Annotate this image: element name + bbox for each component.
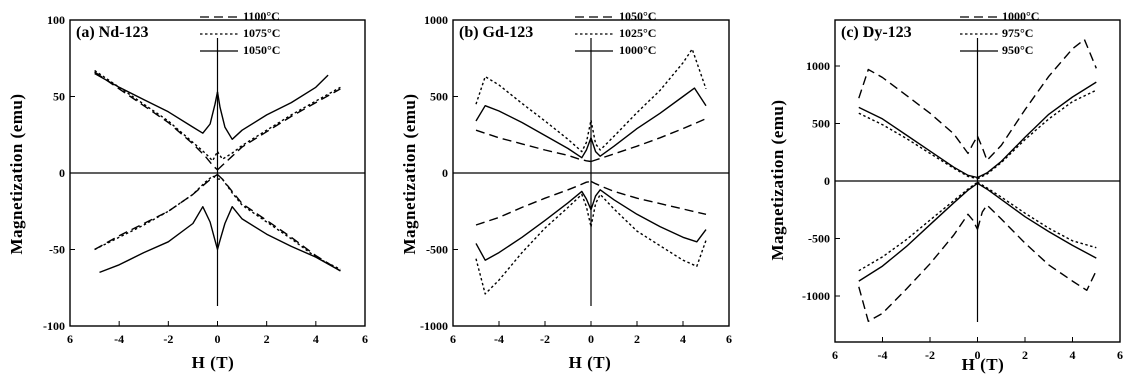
x-axis-title: H (T) bbox=[962, 355, 1005, 374]
y-tick-label: 1000 bbox=[806, 59, 830, 73]
x-tick-label: 6 bbox=[362, 332, 368, 346]
x-tick-label: 6 bbox=[67, 332, 73, 346]
series-line-solid-branch-2 bbox=[475, 190, 592, 261]
series-line-solid-branch-3 bbox=[977, 182, 1097, 259]
series-line-dashed-branch-0 bbox=[858, 68, 979, 155]
x-tick-label: 6 bbox=[1117, 348, 1123, 362]
y-axis-title: Magnetization (emu) bbox=[768, 99, 787, 260]
x-tick-label: -2 bbox=[925, 348, 935, 362]
series-line-dashed-branch-3 bbox=[976, 204, 1097, 291]
series-line-solid-branch-0 bbox=[858, 106, 978, 179]
series-line-dashed-branch-0 bbox=[475, 129, 592, 163]
x-axis-title: H (T) bbox=[192, 353, 235, 372]
panel-label: (a) Nd-123 bbox=[76, 24, 148, 41]
x-tick-label: -4 bbox=[494, 332, 504, 346]
legend-label: 1075°C bbox=[243, 26, 280, 40]
y-tick-label: 50 bbox=[53, 90, 65, 104]
y-axis-title: Magnetization (emu) bbox=[400, 93, 419, 254]
series-line-dashed-branch-1 bbox=[976, 38, 1097, 161]
x-tick-label: 4 bbox=[313, 332, 319, 346]
y-tick-label: 500 bbox=[430, 90, 448, 104]
legend-label: 1050°C bbox=[619, 9, 656, 23]
y-tick-label: -100 bbox=[43, 319, 65, 333]
x-tick-label: 4 bbox=[680, 332, 686, 346]
y-tick-label: 1000 bbox=[424, 13, 448, 27]
legend-label: 1100°C bbox=[243, 9, 280, 23]
x-tick-label: 2 bbox=[264, 332, 270, 346]
series-line-dashed-branch-2 bbox=[94, 173, 218, 251]
legend-label: 1000°C bbox=[1002, 9, 1039, 23]
y-tick-label: 0 bbox=[59, 166, 65, 180]
x-tick-label: -2 bbox=[540, 332, 550, 346]
series-line-dotted-branch-1 bbox=[590, 48, 707, 151]
series-line-dotted-branch-3 bbox=[590, 193, 707, 267]
y-tick-label: -50 bbox=[49, 243, 65, 257]
y-axis-title: Magnetization (emu) bbox=[7, 93, 26, 254]
x-tick-label: 6 bbox=[726, 332, 732, 346]
legend-label: 1000°C bbox=[619, 43, 656, 57]
panel-dy-123: 6 -4 -2 0 2 4 6 1000 500 0 -500 -1000 (c) Dy-123 1000… bbox=[768, 9, 1123, 374]
legend-label: 1025°C bbox=[619, 26, 656, 40]
x-tick-label: 0 bbox=[975, 348, 981, 362]
series-line-dotted-branch-2 bbox=[475, 193, 592, 295]
series-line-dashed-branch-1 bbox=[590, 118, 707, 163]
panel-label: (b) Gd-123 bbox=[459, 24, 533, 41]
y-tick-label: -500 bbox=[808, 232, 830, 246]
x-tick-label: 6 bbox=[450, 332, 456, 346]
x-tick-label: -4 bbox=[114, 332, 124, 346]
legend-label: 950°C bbox=[1002, 43, 1033, 57]
panel-nd-123: 6 -4 -2 0 2 4 6 100 50 0 -50 -100 (a) Nd-123 1100°C 10… bbox=[7, 9, 368, 372]
series-line-dotted-branch-0 bbox=[858, 112, 978, 180]
panel-label: (c) Dy-123 bbox=[841, 24, 912, 41]
series-line-solid-branch-3 bbox=[216, 206, 341, 272]
series-line-solid-branch-1 bbox=[977, 81, 1097, 179]
legend-label: 975°C bbox=[1002, 26, 1033, 40]
series-line-solid-branch-1 bbox=[216, 74, 329, 140]
x-tick-label: 2 bbox=[634, 332, 640, 346]
series-line-dotted-branch-3 bbox=[977, 181, 1097, 249]
y-tick-label: 0 bbox=[442, 166, 448, 180]
series-line-solid-branch-2 bbox=[99, 206, 219, 274]
x-tick-label: 0 bbox=[588, 332, 594, 346]
panel-gd-123: 6 -4 -2 0 2 4 6 1000 500 0 -500 -1000 (b) Gd-123 1050… bbox=[400, 9, 732, 372]
y-tick-label: -1000 bbox=[420, 319, 448, 333]
series-line-dotted-branch-1 bbox=[977, 89, 1097, 180]
y-tick-label: 0 bbox=[824, 174, 830, 188]
x-tick-label: -4 bbox=[878, 348, 888, 362]
series-line-dashed-branch-2 bbox=[858, 213, 979, 322]
series-line-dashed-branch-3 bbox=[217, 173, 341, 272]
x-tick-label: 4 bbox=[1070, 348, 1076, 362]
y-tick-label: -1000 bbox=[802, 289, 830, 303]
y-tick-label: 100 bbox=[47, 13, 65, 27]
series-line-solid-branch-3 bbox=[590, 189, 707, 243]
series-line-dashed-branch-3 bbox=[590, 180, 707, 215]
series-line-dashed-branch-2 bbox=[475, 180, 592, 226]
legend-label: 1050°C bbox=[243, 43, 280, 57]
series-line-solid-branch-0 bbox=[475, 105, 592, 159]
y-tick-label: 500 bbox=[812, 117, 830, 131]
series-line-dotted-branch-2 bbox=[94, 175, 218, 251]
series-line-solid-branch-1 bbox=[590, 87, 707, 157]
series-line-solid-branch-2 bbox=[858, 182, 978, 282]
series-line-dashed-branch-1 bbox=[217, 88, 341, 171]
series-line-dotted-branch-0 bbox=[475, 75, 592, 153]
series-line-dotted-branch-1 bbox=[216, 86, 341, 160]
series-line-dashed-branch-0 bbox=[94, 71, 218, 171]
x-axis-title: H (T) bbox=[569, 353, 612, 372]
series-line-dotted-branch-2 bbox=[858, 181, 978, 272]
x-tick-label: 2 bbox=[1022, 348, 1028, 362]
x-tick-label: 6 bbox=[832, 348, 838, 362]
series-line-dotted-branch-0 bbox=[94, 69, 219, 162]
y-tick-label: -500 bbox=[426, 243, 448, 257]
series-line-solid-branch-0 bbox=[94, 72, 219, 134]
series-line-dotted-branch-3 bbox=[217, 178, 341, 271]
x-tick-label: -2 bbox=[163, 332, 173, 346]
x-tick-label: 0 bbox=[215, 332, 221, 346]
